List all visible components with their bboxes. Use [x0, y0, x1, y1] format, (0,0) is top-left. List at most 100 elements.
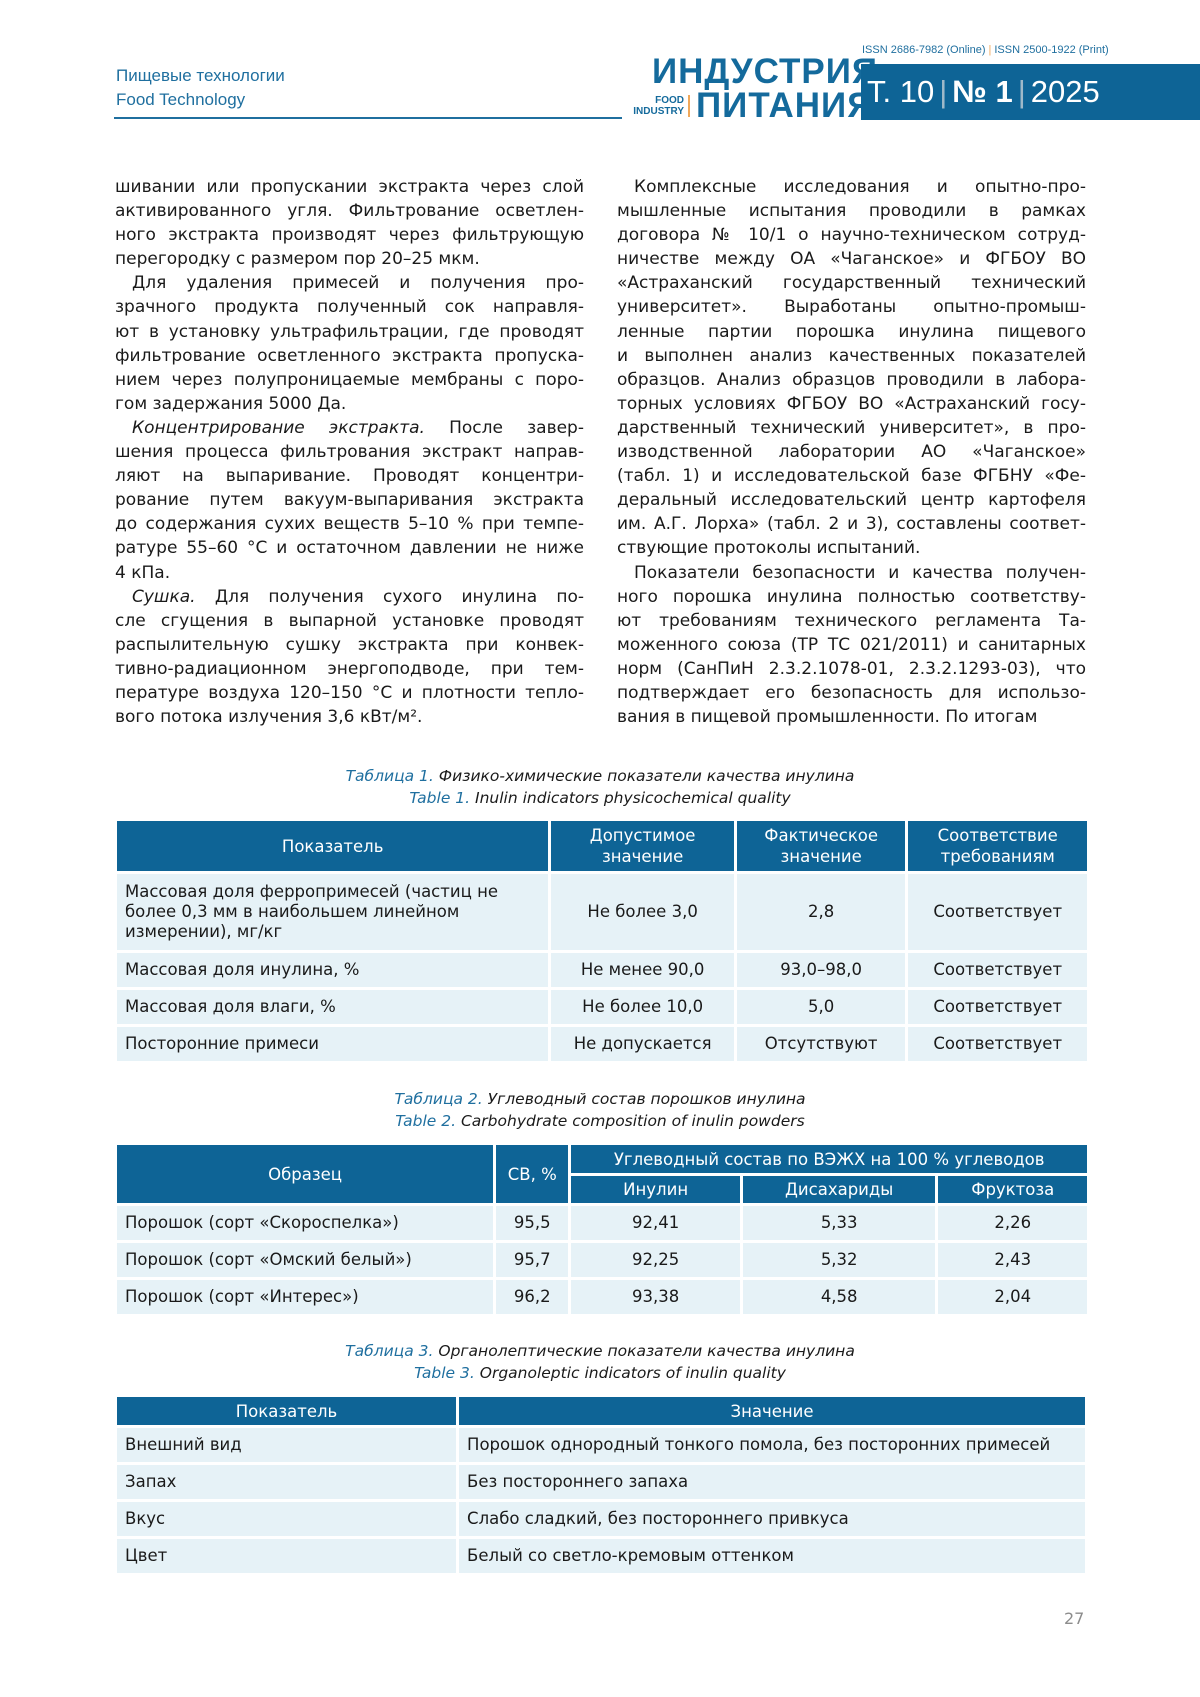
table-cell: Вкус — [117, 1502, 456, 1536]
text-line: перегородку с размером пор 20–25 мкм. — [115, 247, 584, 271]
year: 2025 — [1031, 74, 1100, 109]
text-line: изводственной лаборатории АО «Чаганское» — [617, 440, 1086, 464]
text-line: (табл. 1) и исследовательской базе ФГБНУ… — [617, 464, 1086, 488]
text-line: распылительную сушку экстракта при конве… — [115, 633, 584, 657]
journal-page: Пищевые технологии Food Technology ISSN … — [0, 0, 1200, 1697]
table-cell: Порошок (сорт «Скороспелка») — [117, 1206, 493, 1240]
section-title-ru: Пищевые технологии — [116, 66, 285, 86]
table-cell: Не более 10,0 — [551, 990, 734, 1024]
text-line: Показатели безопасности и качества получ… — [617, 561, 1086, 585]
table-cell: Посторонние примеси — [117, 1027, 548, 1061]
header-rule — [114, 117, 622, 119]
caption-label: Таблица 3. — [345, 1342, 433, 1360]
table-cell: Соответствует — [908, 1027, 1087, 1061]
table3-caption-ru: Таблица 3. Органолептические показатели … — [0, 1340, 1200, 1362]
text-line: зрачного продукта полученный сок направл… — [115, 295, 584, 319]
text-line: Сушка. Для получения сухого инулина по- — [115, 585, 584, 609]
table-cell: Не допускается — [551, 1027, 734, 1061]
text-line: подтверждает его безопасность для исполь… — [617, 681, 1086, 705]
volume: Т. 10 — [867, 74, 934, 109]
text-line: ют требованиям технического регламента Т… — [617, 609, 1086, 633]
table1-caption-ru: Таблица 1. Физико-химические показатели … — [0, 765, 1200, 787]
text-line: 4 кПа. — [115, 561, 584, 585]
header-cell: СВ, % — [496, 1145, 568, 1203]
header-cell: Допустимое значение — [551, 821, 734, 871]
text-line: норм (СанПиН 2.3.2.1078-01, 2.3.2.1293-0… — [617, 657, 1086, 681]
table-cell: Внешний вид — [117, 1428, 456, 1462]
caption-title: Углеводный состав порошков инулина — [488, 1090, 806, 1108]
table-row: Посторонние примесиНе допускаетсяОтсутст… — [117, 1027, 1087, 1061]
table-cell: Отсутствуют — [737, 1027, 906, 1061]
header-cell: Показатель — [117, 821, 548, 871]
issn: ISSN 2686-7982 (Online)|ISSN 2500-1922 (… — [862, 44, 1109, 56]
text-line: и выполнен анализ качественных показател… — [617, 344, 1086, 368]
table-cell: Порошок однородный тонкого помола, без п… — [459, 1428, 1085, 1462]
table-header-row: ОбразецСВ, %Углеводный состав по ВЭЖХ на… — [117, 1145, 1087, 1173]
logo-industry: INDUSTRY — [628, 106, 684, 117]
section-title-en: Food Technology — [116, 90, 245, 110]
table-cell: Слабо сладкий, без постороннего привкуса — [459, 1502, 1085, 1536]
text-line: ного порошка инулина полностью соответст… — [617, 585, 1086, 609]
text-line: до содержания сухих веществ 5–10 % при т… — [115, 512, 584, 536]
table3: ПоказательЗначение Внешний видПорошок од… — [114, 1394, 1088, 1576]
header-cell: Показатель — [117, 1397, 456, 1425]
table-cell: Массовая доля влаги, % — [117, 990, 548, 1024]
table-cell: Белый со светло-кремовым оттенком — [459, 1539, 1085, 1573]
table-row: ЗапахБез постороннего запаха — [117, 1465, 1085, 1499]
table-cell: 5,0 — [737, 990, 906, 1024]
table-cell: 92,25 — [571, 1243, 740, 1277]
table-cell: 2,8 — [737, 874, 906, 950]
text-line: университет». Выработаны опытно-промыш- — [617, 295, 1086, 319]
table-row: Массовая доля влаги, %Не более 10,05,0Со… — [117, 990, 1087, 1024]
issn-online: ISSN 2686-7982 (Online) — [862, 44, 986, 56]
table-cell: Соответствует — [908, 953, 1087, 987]
header-cell: Фактическое значение — [737, 821, 906, 871]
table3-caption-en: Table 3. Organoleptic indicators of inul… — [0, 1362, 1200, 1384]
journal-logo-bottom: ПИТАНИЯ — [696, 89, 873, 123]
header-cell: Инулин — [571, 1176, 740, 1203]
table-cell: 2,04 — [938, 1280, 1087, 1314]
caption-title: Carbohydrate composition of inulin powde… — [461, 1112, 805, 1130]
table-cell: 92,41 — [571, 1206, 740, 1240]
table-cell: Не менее 90,0 — [551, 953, 734, 987]
journal-logo-small: FOODINDUSTRY — [628, 95, 690, 117]
table-cell: Массовая доля инулина, % — [117, 953, 548, 987]
text-line: шения процесса фильтрования экстракт нап… — [115, 440, 584, 464]
table-row: Внешний видПорошок однородный тонкого по… — [117, 1428, 1085, 1462]
italic-lead: Сушка. — [132, 587, 196, 607]
header-cell: Дисахариды — [743, 1176, 936, 1203]
table-header-row: ПоказательДопустимое значениеФактическое… — [117, 821, 1087, 871]
text-line: вого потока излучения 3,6 кВт/м². — [115, 705, 584, 729]
caption-label: Table 2. — [395, 1112, 456, 1130]
text-line: нием через полупроницаемые мембраны с по… — [115, 368, 584, 392]
text-line: тивно-радиационном энергоподводе, при те… — [115, 657, 584, 681]
table-row: Массовая доля ферропримесей (частиц не б… — [117, 874, 1087, 950]
caption-title: Физико-химические показатели качества ин… — [439, 767, 855, 785]
page-number: 27 — [1064, 1609, 1084, 1628]
table-row: Порошок (сорт «Интерес»)96,293,384,582,0… — [117, 1280, 1087, 1314]
table1-caption-en: Table 1. Inulin indicators physicochemic… — [0, 787, 1200, 809]
table-cell: 5,33 — [743, 1206, 936, 1240]
table-cell: 5,32 — [743, 1243, 936, 1277]
table-cell: 95,7 — [496, 1243, 568, 1277]
table-cell: 2,43 — [938, 1243, 1087, 1277]
table1: ПоказательДопустимое значениеФактическое… — [114, 818, 1090, 1064]
text-line: фильтрование осветленного экстракта проп… — [115, 344, 584, 368]
text-line: шивании или пропускании экстракта через … — [115, 175, 584, 199]
caption-label: Table 3. — [414, 1364, 475, 1382]
right-column: Комплексные исследования и опытно-про-мы… — [617, 175, 1086, 729]
text-line: мышленные испытания проводили в рамках — [617, 199, 1086, 223]
text-line: Комплексные исследования и опытно-про- — [617, 175, 1086, 199]
issue: № 1 — [952, 74, 1012, 109]
table-cell: Не более 3,0 — [551, 874, 734, 950]
table-row: Порошок (сорт «Омский белый»)95,792,255,… — [117, 1243, 1087, 1277]
table-cell: Цвет — [117, 1539, 456, 1573]
text-line: договора № 10/1 о научно-техническом сот… — [617, 223, 1086, 247]
italic-lead: Концентрирование экстракта. — [132, 418, 425, 438]
caption-title: Organoleptic indicators of inulin qualit… — [480, 1364, 786, 1382]
table-cell: Массовая доля ферропримесей (частиц не б… — [117, 874, 548, 950]
text-line: Концентрирование экстракта. После завер- — [115, 416, 584, 440]
table-cell: Без постороннего запаха — [459, 1465, 1085, 1499]
header-cell: Образец — [117, 1145, 493, 1203]
caption-label: Table 1. — [409, 789, 470, 807]
